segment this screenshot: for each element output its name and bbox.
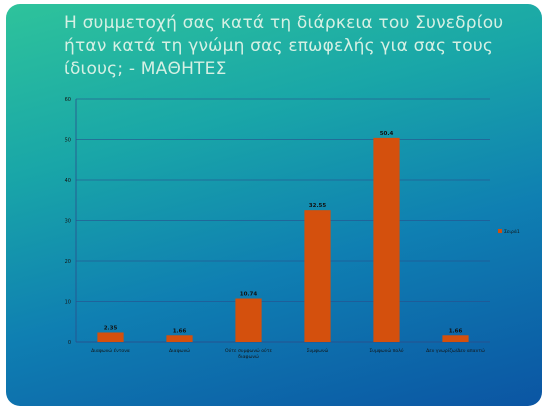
bar bbox=[235, 298, 262, 342]
y-tick-label: 50 bbox=[65, 138, 71, 144]
bar bbox=[442, 335, 469, 342]
bar bbox=[97, 332, 124, 342]
data-label: 2.35 bbox=[104, 325, 118, 331]
data-label: 1.66 bbox=[173, 328, 187, 334]
bar-chart: 0 10 20 30 40 50 60 2.35 Διαφωνώ έντονα 1.66 Διαφω… bbox=[65, 97, 520, 360]
legend-marker bbox=[498, 229, 502, 233]
y-tick-label: 10 bbox=[65, 300, 71, 306]
y-tick-label: 40 bbox=[65, 178, 71, 184]
bar bbox=[304, 210, 331, 342]
slide: Η συμμετοχή σας κατά τη διάρκεια του Συν… bbox=[6, 4, 542, 406]
bar bbox=[373, 137, 400, 342]
data-label: 32.55 bbox=[309, 203, 327, 209]
bar bbox=[166, 335, 193, 342]
legend-label: Σειρά1 bbox=[504, 228, 520, 235]
x-tick-label: Διαφωνώ bbox=[169, 347, 190, 354]
y-tick-label: 20 bbox=[65, 259, 71, 265]
x-tick-label: Συμφωνώ bbox=[307, 347, 329, 354]
slide-title: Η συμμετοχή σας κατά τη διάρκεια του Συν… bbox=[64, 13, 504, 79]
y-tick-label: 30 bbox=[65, 219, 71, 225]
data-label: 50.4 bbox=[380, 131, 394, 137]
data-label: 1.66 bbox=[449, 328, 463, 334]
x-tick-label: Συμφωνώ πολύ bbox=[369, 347, 404, 354]
x-tick-label: Ούτε συμφωνώ ούτε διαφωνώ bbox=[225, 347, 272, 360]
x-tick-label: Δεν γνωρίζω/Δεν απαντώ bbox=[426, 347, 485, 354]
x-tick-label: Διαφωνώ έντονα bbox=[91, 347, 130, 354]
y-tick-label: 0 bbox=[68, 340, 71, 346]
y-tick-label: 60 bbox=[65, 97, 71, 103]
data-label: 10.74 bbox=[240, 292, 258, 298]
